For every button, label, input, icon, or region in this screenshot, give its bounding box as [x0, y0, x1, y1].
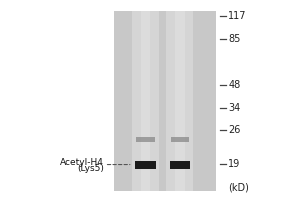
Bar [170, 161, 190, 169]
Bar [141, 11, 150, 191]
Bar [175, 11, 185, 191]
Bar [136, 137, 155, 142]
Text: 85: 85 [228, 34, 241, 44]
Text: 48: 48 [228, 80, 241, 90]
Text: 34: 34 [228, 103, 241, 113]
Text: 19: 19 [228, 159, 241, 169]
Bar [132, 11, 159, 191]
Bar [135, 161, 156, 169]
Text: 117: 117 [228, 11, 247, 21]
Bar [167, 11, 193, 191]
Text: (kD): (kD) [228, 182, 249, 192]
Bar [114, 11, 216, 191]
Text: 26: 26 [228, 125, 241, 135]
Text: (Lys5): (Lys5) [77, 164, 104, 173]
Text: Acetyl-H4: Acetyl-H4 [60, 158, 104, 167]
Bar [171, 137, 189, 142]
